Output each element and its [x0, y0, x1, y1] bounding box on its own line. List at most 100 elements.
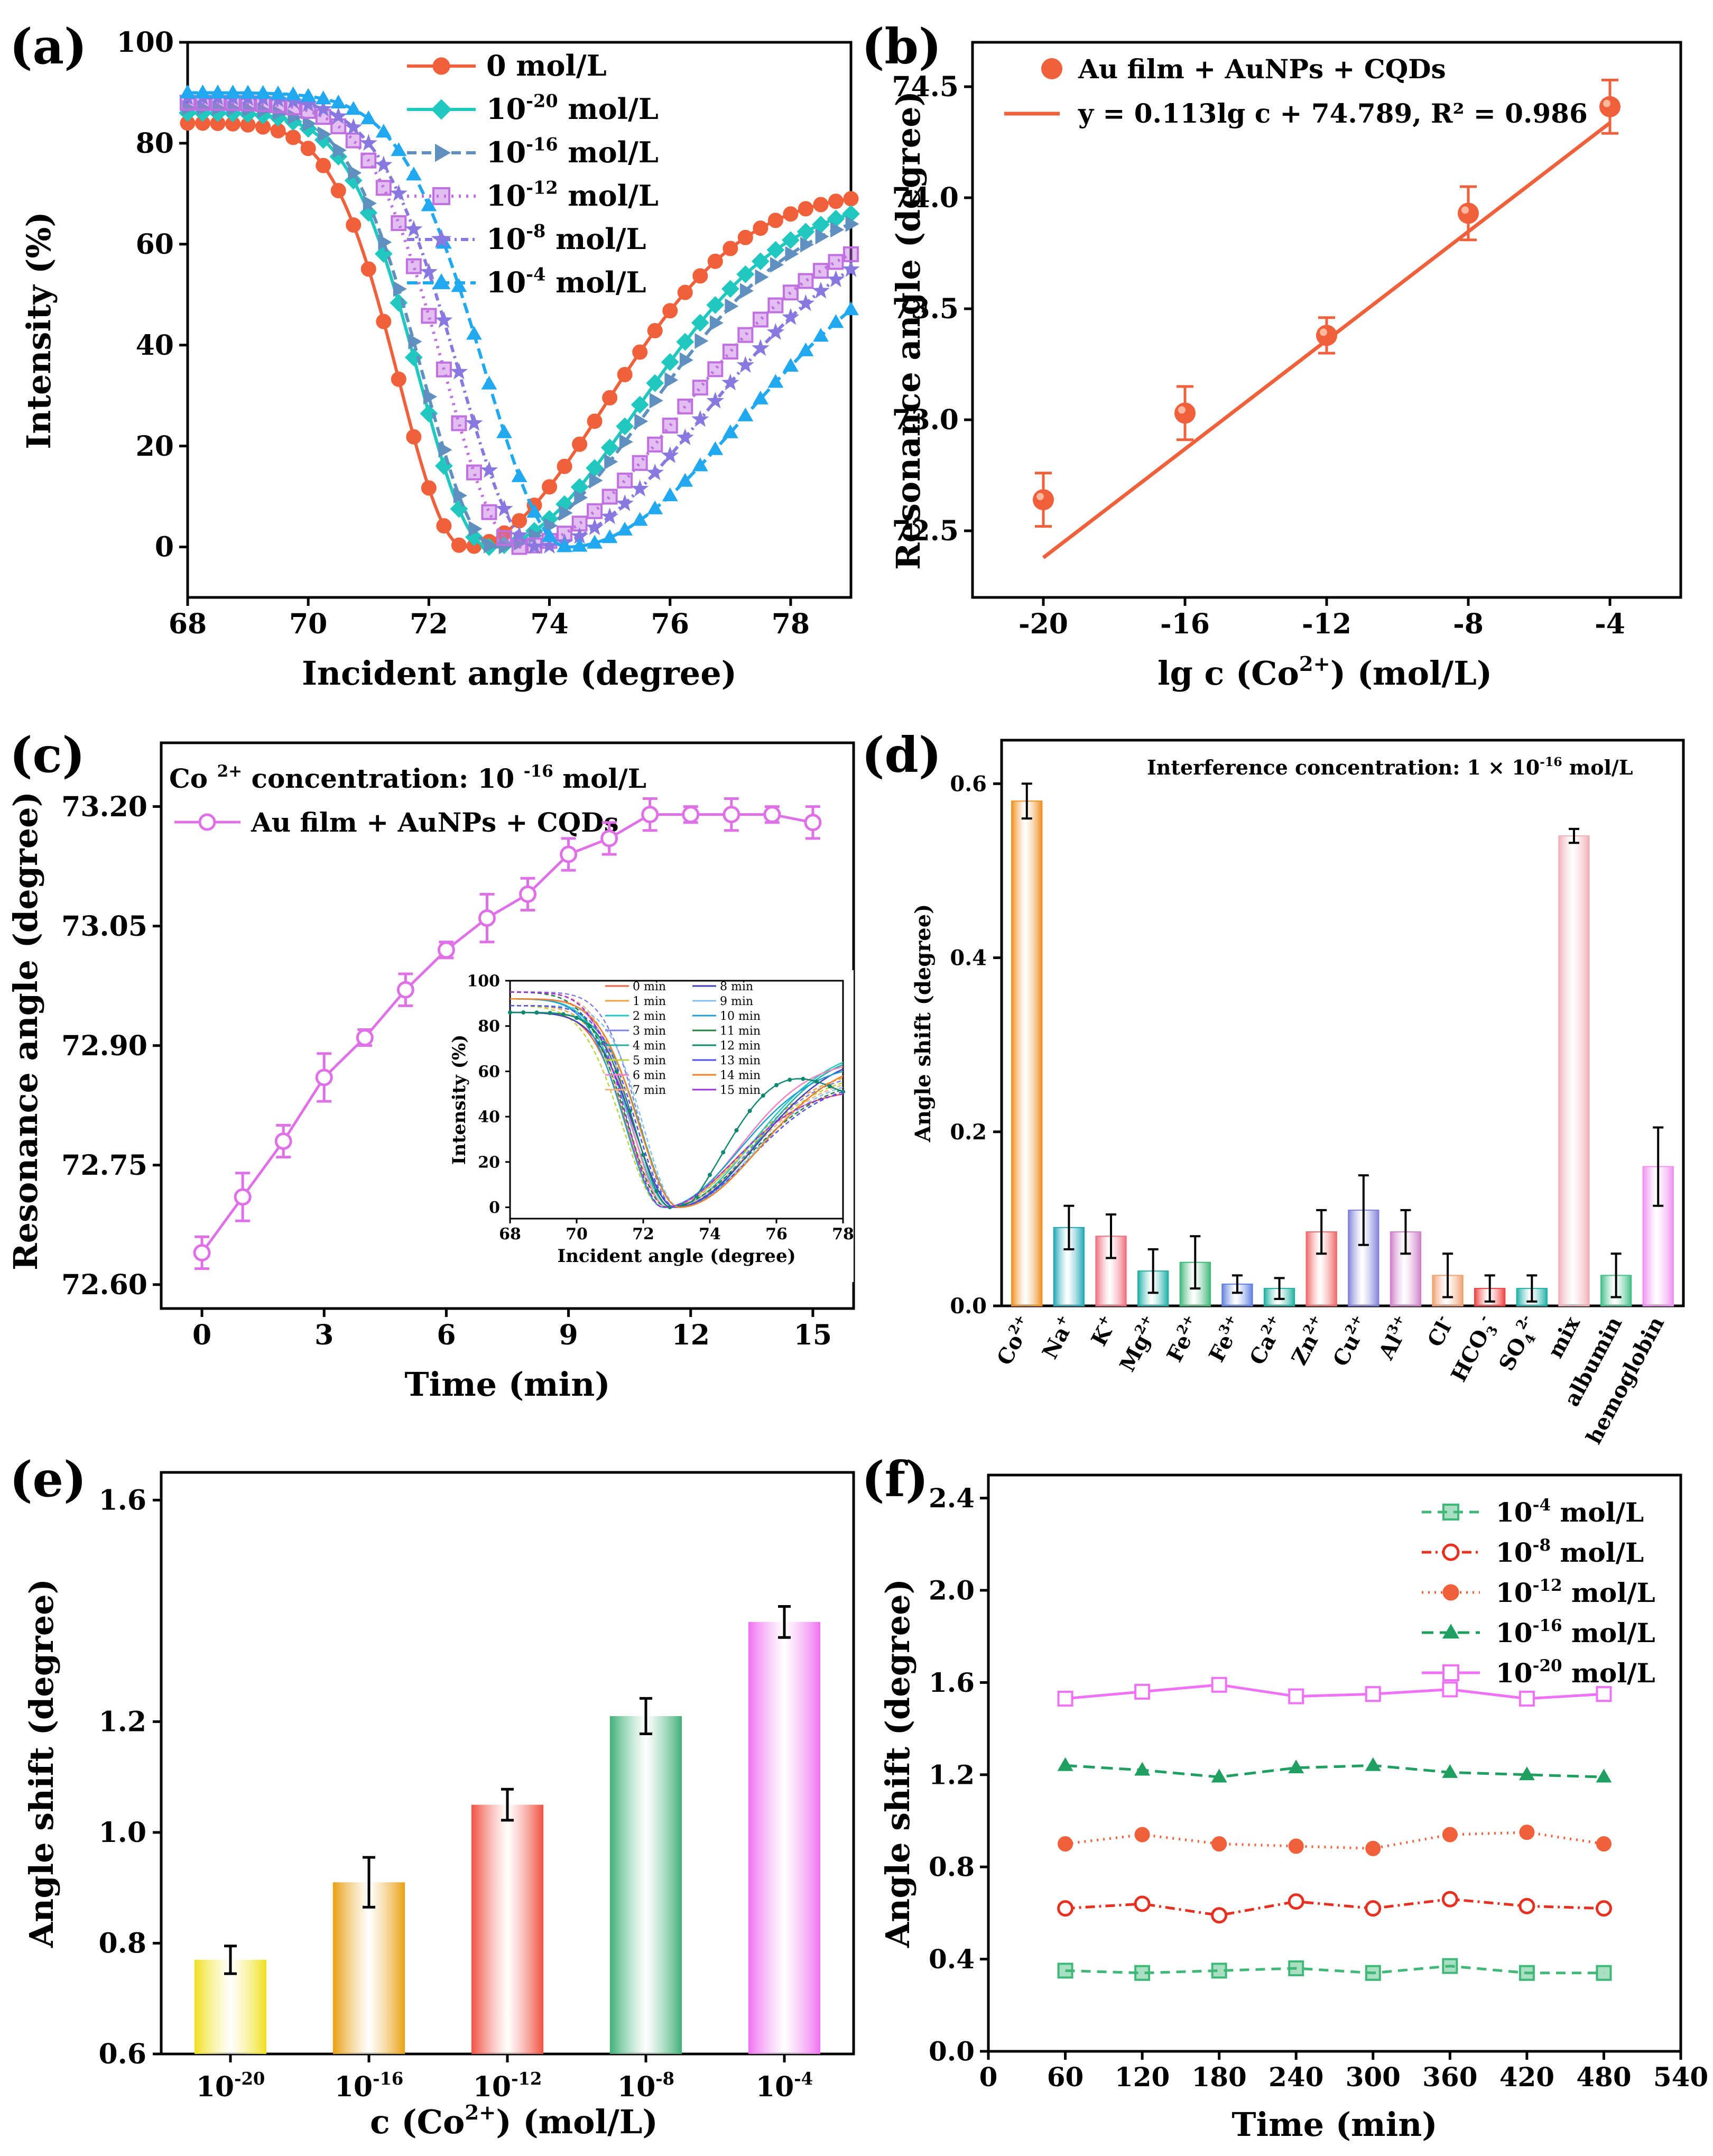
inset-marker	[575, 1016, 579, 1020]
series-marker	[842, 260, 860, 277]
panel-label-e: (e)	[10, 1451, 87, 1508]
y-tick-label: 72.60	[61, 1269, 147, 1301]
x-tick-label: 0	[192, 1319, 211, 1351]
series-marker	[1288, 1759, 1304, 1774]
series-marker	[390, 184, 408, 201]
inset-marker	[548, 1011, 552, 1016]
inset-marker	[761, 1093, 765, 1098]
inset-legend-label: 2 min	[633, 1010, 666, 1023]
category-label: Al3+	[1372, 1312, 1416, 1364]
series-marker	[360, 110, 377, 124]
series-marker	[830, 222, 845, 238]
panel-label-c: (c)	[10, 726, 85, 784]
series-marker	[782, 284, 799, 301]
series-line	[1065, 1683, 1604, 1700]
series-marker	[812, 281, 830, 299]
series-marker	[587, 503, 603, 519]
category-label: 10-4	[756, 2069, 813, 2103]
data-point	[274, 1132, 292, 1150]
series-marker	[451, 415, 467, 431]
y-tick-label: 60	[478, 1063, 500, 1081]
inset-legend-label: 0 min	[633, 980, 666, 993]
y-tick-label: 60	[136, 228, 174, 261]
inset-marker	[627, 1109, 632, 1113]
series-marker	[783, 206, 799, 222]
series-marker	[767, 213, 783, 228]
series-marker	[453, 487, 468, 504]
panel-label-d: (d)	[862, 726, 941, 784]
panel-label-b: (b)	[862, 18, 941, 75]
panel-d: 0.0 0.2 0.4 0.6 Angle shift (degree) Interfer…	[911, 739, 1685, 1448]
y-tick-label: 73.20	[61, 791, 147, 823]
inset-marker	[827, 1084, 832, 1089]
y-tick-label: 0.6	[950, 771, 987, 796]
x-axis-title: Time (min)	[404, 1365, 610, 1404]
series-marker	[676, 428, 694, 445]
series-marker	[405, 258, 422, 274]
series-marker	[752, 390, 768, 404]
legend-marker	[435, 143, 451, 162]
inset-marker	[561, 1012, 566, 1017]
legend-marker	[1442, 1543, 1460, 1561]
series-marker	[815, 228, 829, 245]
series-marker	[662, 487, 678, 501]
legend-marker	[1041, 58, 1062, 79]
series-marker	[676, 333, 695, 351]
series-marker	[559, 505, 573, 521]
series-marker	[315, 90, 331, 105]
series-marker	[828, 254, 844, 270]
series-marker	[736, 356, 754, 373]
series-marker	[755, 269, 769, 285]
series-marker	[1058, 1836, 1073, 1852]
series-marker	[632, 344, 648, 360]
series-marker	[571, 538, 588, 552]
y-tick-label: 1.0	[99, 1817, 146, 1849]
series-marker	[647, 323, 663, 339]
inset-marker	[814, 1079, 819, 1084]
inset-series-line	[510, 998, 844, 1208]
series-marker	[420, 263, 438, 280]
panel-label-a: (a)	[10, 18, 87, 75]
series-marker	[616, 494, 634, 511]
category-label: mix	[1543, 1312, 1585, 1362]
x-tick-label: 480	[1576, 2061, 1631, 2093]
y-axis-title: Angle shift (degree)	[878, 1579, 917, 1948]
series-marker	[1134, 1683, 1151, 1700]
series-marker	[766, 323, 785, 340]
series-marker	[436, 518, 452, 534]
data-point	[1599, 96, 1621, 117]
x-tick-label: -4	[1595, 608, 1625, 640]
legend-label: Au film + AuNPs + CQDs	[251, 807, 619, 838]
series-marker	[602, 390, 618, 406]
category-label: Fe2+	[1161, 1312, 1206, 1366]
data-point	[641, 806, 659, 824]
inset-marker	[721, 1150, 726, 1155]
y-tick-label: 0.4	[950, 946, 987, 971]
series-marker	[210, 84, 226, 98]
y-tick-label: 80	[478, 1017, 500, 1036]
x-tick-label: -16	[1160, 608, 1210, 640]
series-marker	[574, 490, 588, 506]
series-marker	[691, 314, 709, 332]
category-label: Na+	[1036, 1312, 1080, 1363]
y-tick-label: 73.05	[61, 910, 147, 943]
series-marker	[375, 180, 392, 196]
y-axis-title: Angle shift (degree)	[22, 1579, 61, 1948]
inset-legend-label: 12 min	[720, 1039, 761, 1053]
series-marker	[436, 361, 452, 377]
series-marker	[318, 126, 332, 142]
panel-e: 0.6 0.8 1.0 1.2 1.6 Angle shift (degree) c (Co…	[22, 1471, 855, 2141]
x-tick-label: 120	[1115, 2061, 1170, 2093]
series-marker	[843, 191, 859, 207]
series-marker	[212, 100, 226, 116]
series-marker	[695, 333, 709, 349]
series-marker	[619, 434, 633, 450]
series-marker	[1057, 1757, 1073, 1771]
legend-label: 10-16 mol/L	[486, 134, 659, 169]
category-label: Mg2+	[1114, 1312, 1164, 1376]
series-marker	[269, 108, 288, 127]
series-marker	[451, 537, 467, 553]
series-marker	[316, 158, 331, 173]
series-marker	[782, 231, 800, 250]
